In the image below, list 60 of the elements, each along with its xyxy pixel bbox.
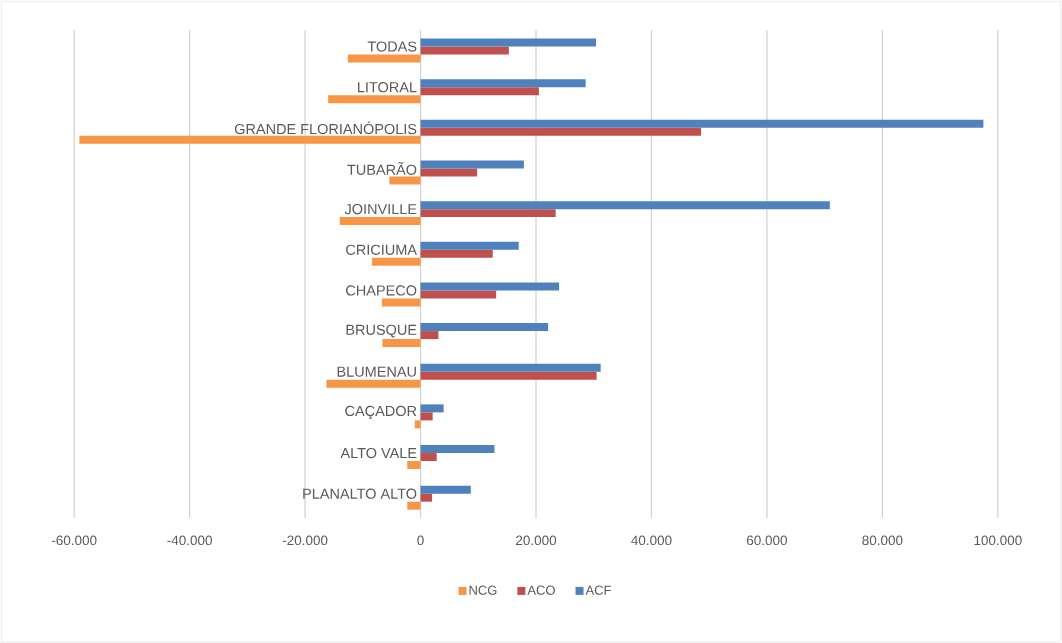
bar xyxy=(420,38,597,47)
bar xyxy=(339,217,421,226)
bar xyxy=(420,363,601,372)
bar xyxy=(420,412,433,421)
y-tick-label: LITORAL xyxy=(358,81,417,93)
legend-label: ACF xyxy=(585,585,611,595)
bar xyxy=(414,420,421,429)
x-tick-label: 80.000 xyxy=(862,535,903,546)
bar xyxy=(372,257,421,266)
x-tick-label: 0 xyxy=(417,535,424,546)
bar xyxy=(420,87,539,96)
y-tick-label: BLUMENAU xyxy=(337,366,416,377)
bar xyxy=(420,331,439,339)
bar xyxy=(326,379,421,388)
bar xyxy=(420,119,984,128)
bar xyxy=(420,127,702,136)
bar xyxy=(79,135,421,144)
y-tick-label: GRANDE FLORIANÓPOLIS xyxy=(234,121,417,135)
bar xyxy=(420,290,497,299)
bar xyxy=(420,371,597,380)
y-tick-label: CHAPECO xyxy=(346,285,417,296)
bar xyxy=(407,501,421,510)
y-tick-label: CAÇADOR xyxy=(345,405,417,419)
bar xyxy=(420,404,444,413)
y-tick-label: TODAS xyxy=(367,41,417,52)
legend-label: ACO xyxy=(527,585,555,595)
y-tick-label: PLANALTO ALTO xyxy=(303,488,417,499)
bar xyxy=(389,176,421,185)
bar xyxy=(420,485,471,494)
y-tick-label: TUBARÃO xyxy=(347,161,417,175)
x-tick-label: 20.000 xyxy=(516,535,557,546)
bar xyxy=(420,282,560,291)
legend-label: NCG xyxy=(469,585,497,595)
x-tick-label: -60.000 xyxy=(51,535,97,546)
y-tick-label: JOINVILLE xyxy=(344,203,417,215)
x-tick-label: -40.000 xyxy=(167,535,212,546)
bar xyxy=(420,160,524,169)
y-tick-label: CRICIUMA xyxy=(346,244,417,255)
bar xyxy=(420,323,549,331)
bar xyxy=(420,168,478,177)
bar xyxy=(407,460,421,469)
bar xyxy=(420,46,509,55)
bar xyxy=(328,95,421,104)
x-tick-label: -20.000 xyxy=(282,535,328,546)
bar xyxy=(420,79,586,88)
bar xyxy=(382,339,421,347)
bar xyxy=(420,444,495,453)
x-tick-label: 60.000 xyxy=(746,535,788,546)
y-tick-label: ALTO VALE xyxy=(340,447,417,459)
bar xyxy=(381,298,421,307)
bar xyxy=(420,241,519,250)
x-tick-label: 100.000 xyxy=(974,535,1022,546)
bar xyxy=(420,209,556,218)
bar xyxy=(420,452,437,461)
x-tick-label: 40.000 xyxy=(631,535,672,546)
bar xyxy=(420,201,830,210)
bar xyxy=(347,54,421,63)
bar xyxy=(420,249,493,258)
bar xyxy=(420,493,433,502)
y-tick-label: BRUSQUE xyxy=(346,324,417,338)
